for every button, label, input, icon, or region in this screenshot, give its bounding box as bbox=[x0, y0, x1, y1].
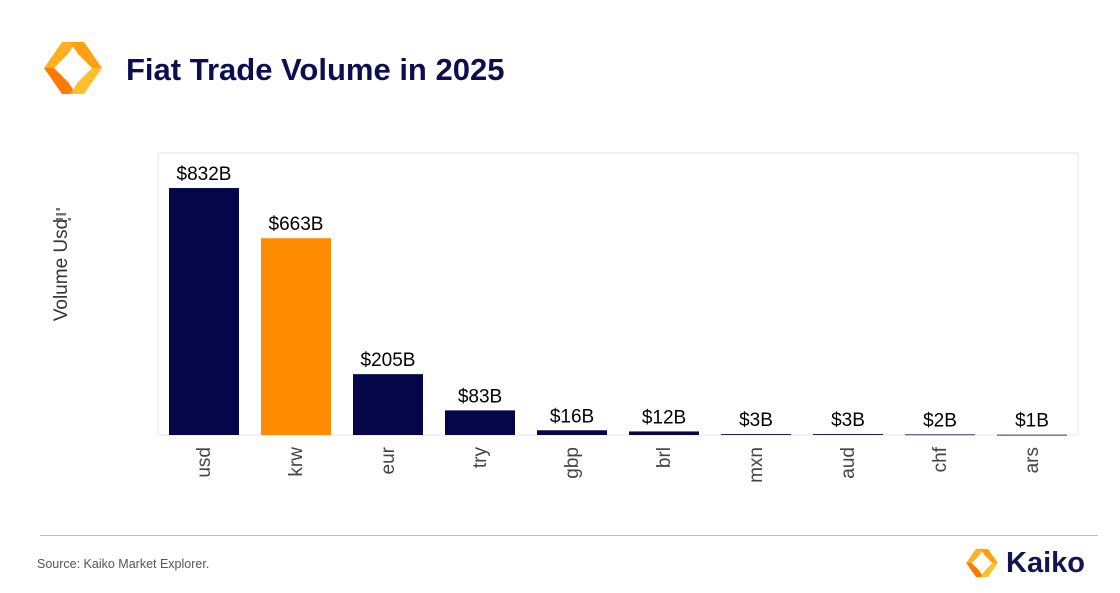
brand-name: Kaiko bbox=[1006, 546, 1085, 579]
kaiko-logo-icon bbox=[966, 548, 998, 578]
bar-ars bbox=[997, 434, 1067, 436]
x-tick-usd: usd bbox=[194, 447, 215, 478]
x-tick-eur: eur bbox=[378, 446, 399, 474]
bar-brl bbox=[629, 431, 699, 435]
bar-try bbox=[445, 410, 515, 435]
bar-chf bbox=[905, 434, 975, 436]
x-tick-ars: ars bbox=[1022, 447, 1043, 473]
y-axis-label: Volume Usd bbox=[51, 218, 72, 322]
source-note: Source: Kaiko Market Explorer. bbox=[37, 557, 210, 571]
x-tick-chf: chf bbox=[930, 446, 951, 472]
bar-usd bbox=[169, 188, 239, 435]
data-label-brl: $12B bbox=[642, 407, 686, 428]
data-label-mxn: $3B bbox=[739, 410, 773, 431]
kaiko-logo-icon bbox=[44, 42, 102, 94]
bar-chart: $832B usd $663B krw $205B eur $83B try $16B gbp $1… bbox=[157, 152, 1079, 483]
x-tick-brl: brl bbox=[654, 447, 675, 468]
data-label-try: $83B bbox=[458, 386, 502, 407]
x-tick-krw: krw bbox=[286, 447, 307, 477]
data-label-gbp: $16B bbox=[550, 406, 594, 427]
data-label-usd: $832B bbox=[177, 164, 232, 185]
x-tick-aud: aud bbox=[838, 447, 859, 479]
data-label-krw: $663B bbox=[269, 214, 324, 235]
bar-mxn bbox=[721, 434, 791, 435]
bar-eur bbox=[353, 374, 423, 435]
data-label-ars: $1B bbox=[1015, 411, 1049, 432]
bar-gbp bbox=[537, 430, 607, 435]
page-title: Fiat Trade Volume in 2025 bbox=[126, 52, 505, 87]
bar-aud bbox=[813, 434, 883, 435]
data-label-eur: $205B bbox=[361, 350, 416, 371]
divider bbox=[40, 535, 1098, 536]
brand-logo: Kaiko bbox=[964, 546, 1085, 580]
bar-chart-icon bbox=[56, 208, 71, 221]
plot-area bbox=[157, 152, 1079, 436]
x-tick-try: try bbox=[470, 447, 491, 469]
x-tick-mxn: mxn bbox=[746, 447, 767, 483]
x-tick-gbp: gbp bbox=[562, 447, 583, 479]
bar-krw bbox=[261, 238, 331, 435]
data-label-chf: $2B bbox=[923, 410, 957, 431]
data-label-aud: $3B bbox=[831, 410, 865, 431]
